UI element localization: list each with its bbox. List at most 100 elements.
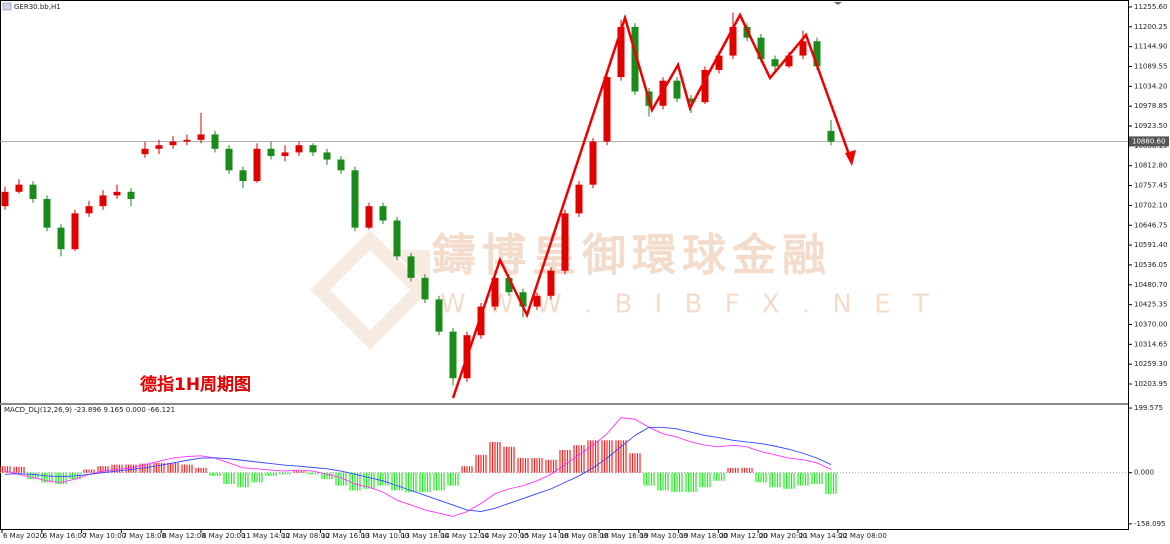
x-tick-label: 6 May 2020 xyxy=(3,532,44,540)
x-tick-label: 19 May 10:00 xyxy=(640,532,688,540)
candle-body xyxy=(57,227,65,250)
annotation: 德指1H周期图 xyxy=(140,374,251,395)
x-tick-label: 14 May 12:00 xyxy=(441,532,489,540)
candle-body xyxy=(561,213,569,271)
candle-body xyxy=(197,134,205,140)
x-tick-label: 12 May 08:00 xyxy=(282,532,330,540)
candle-body xyxy=(99,195,107,207)
candle-body xyxy=(827,130,835,142)
candle-body xyxy=(547,270,555,296)
y-tick-label: 10812.80 xyxy=(1134,162,1167,170)
trend-drawing xyxy=(451,12,856,399)
x-tick-label: 7 May 18:00 xyxy=(122,532,166,540)
x-tick-label: 13 May 18:00 xyxy=(401,532,449,540)
candle-body xyxy=(365,206,373,228)
candle-body xyxy=(113,191,121,196)
candle-body xyxy=(575,184,583,214)
y-tick-label: 11034.20 xyxy=(1134,82,1167,90)
candle-body xyxy=(505,277,513,293)
candle-body xyxy=(295,145,303,153)
y-tick-label: 10646.75 xyxy=(1134,221,1167,229)
current-price-label: 10880.60 xyxy=(1132,137,1165,145)
candle-body xyxy=(449,331,457,379)
candle-body xyxy=(589,141,597,185)
candle-body xyxy=(603,77,611,142)
candle-body xyxy=(729,26,737,56)
candle-body xyxy=(393,220,401,257)
macd-y-tick-label: 0.000 xyxy=(1134,469,1154,477)
candle-body xyxy=(141,148,149,155)
candle-body xyxy=(43,198,51,228)
x-tick-label: 21 May 14:00 xyxy=(799,532,847,540)
watermark-url: W W W . B I B F X . N E T xyxy=(440,290,936,320)
y-tick-label: 10978.85 xyxy=(1134,102,1167,110)
macd-label: MACD_DLJ(12,26,9) -23.896 9.165 0.000 -6… xyxy=(4,406,175,414)
candle-body xyxy=(519,292,527,307)
shift-marker xyxy=(834,2,842,5)
candle-body xyxy=(323,152,331,160)
candle-body xyxy=(715,55,723,70)
candle-body xyxy=(127,191,135,199)
x-tick-label: 14 May 20:00 xyxy=(481,532,529,540)
marks: 11255.60 11200.25 11144.90 11089.55 11034.20… xyxy=(0,3,1169,540)
y-tick-label: 10480.70 xyxy=(1134,281,1167,289)
y-tick-label: 10425.35 xyxy=(1134,301,1167,309)
watermark-logo xyxy=(310,230,430,350)
candle-body xyxy=(421,277,429,300)
y-tick-label: 10259.30 xyxy=(1134,360,1167,368)
y-tick-label: 10536.05 xyxy=(1134,261,1167,269)
symbol-label: GER30.bb,H1 xyxy=(14,3,61,11)
candle-body xyxy=(267,148,275,156)
x-tick-label: 8 May 20:00 xyxy=(202,532,246,540)
x-tick-label: 22 May 08:00 xyxy=(839,532,887,540)
x-tick-label: 19 May 18:00 xyxy=(680,532,728,540)
candle-body xyxy=(687,98,695,103)
candle-body xyxy=(225,148,233,171)
y-tick-label: 11089.55 xyxy=(1134,62,1167,70)
y-tick-label: 10591.40 xyxy=(1134,241,1167,249)
x-tick-label: 7 May 10:00 xyxy=(83,532,127,540)
candle-body xyxy=(169,141,177,146)
candle-body xyxy=(253,148,261,182)
candle-body xyxy=(239,170,247,182)
candle-body xyxy=(435,299,443,332)
macd-line xyxy=(4,417,832,517)
y-tick-label: 10203.95 xyxy=(1134,380,1167,388)
candle-body xyxy=(617,26,625,78)
candle-body xyxy=(477,306,485,336)
x-tick-label: 12 May 16:00 xyxy=(321,532,369,540)
y-tick-label: 10370.00 xyxy=(1134,320,1167,328)
y-tick-label: 10314.65 xyxy=(1134,340,1167,348)
x-tick-label: 13 May 10:00 xyxy=(361,532,409,540)
x-tick-label: 8 May 12:00 xyxy=(162,532,206,540)
candle-body xyxy=(407,256,415,278)
candle-body xyxy=(631,26,639,92)
candle-body xyxy=(813,41,821,67)
candle-body xyxy=(673,80,681,99)
x-tick-label: 18 May 08:00 xyxy=(560,532,608,540)
symbol-icon xyxy=(2,2,12,11)
y-tick-label: 10702.10 xyxy=(1134,201,1167,209)
candle-body xyxy=(491,277,499,307)
candle-body xyxy=(71,213,79,250)
y-tick-label: 11144.90 xyxy=(1134,43,1167,51)
candle-body xyxy=(281,152,289,156)
macd-y-tick-label: 199.575 xyxy=(1134,404,1163,412)
candle-body xyxy=(183,139,191,142)
x-tick-label: 18 May 16:00 xyxy=(600,532,648,540)
macd-line xyxy=(4,426,832,512)
x-tick-label: 20 May 20:00 xyxy=(759,532,807,540)
macd-y-tick-label: -158.095 xyxy=(1134,520,1165,528)
candle-body xyxy=(533,295,541,307)
candle-body xyxy=(15,184,23,192)
y-tick-label: 10923.50 xyxy=(1134,122,1167,130)
candle-body xyxy=(379,206,387,221)
candle-body xyxy=(85,206,93,214)
x-tick-label: 6 May 16:00 xyxy=(43,532,87,540)
candle-body xyxy=(351,170,359,228)
candle-body xyxy=(309,145,317,153)
candle-body xyxy=(1,191,9,207)
candle-body xyxy=(785,55,793,67)
y-tick-label: 11200.25 xyxy=(1134,23,1167,31)
